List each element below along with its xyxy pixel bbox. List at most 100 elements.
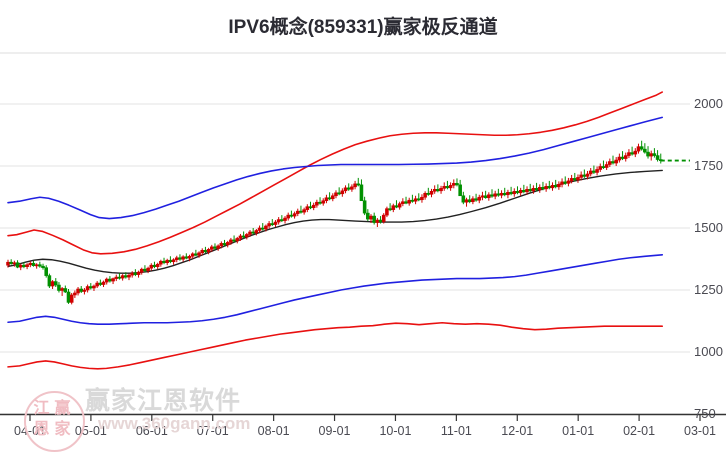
candle: [264, 225, 268, 230]
candle: [152, 264, 157, 267]
candle: [38, 264, 42, 267]
candle: [232, 239, 236, 242]
y-tick-label: 1500: [694, 220, 723, 235]
candle: [356, 183, 361, 186]
candle: [50, 281, 55, 287]
candle: [569, 178, 574, 182]
candle: [92, 285, 96, 289]
candle: [53, 281, 58, 286]
candle: [219, 243, 224, 247]
series-line-0: [7, 91, 664, 255]
candle: [229, 239, 233, 243]
candle: [111, 278, 115, 282]
candle: [633, 150, 638, 155]
candle: [60, 288, 64, 291]
candle: [522, 190, 526, 193]
candle: [608, 161, 612, 165]
candle: [270, 223, 275, 226]
x-tick-label: 03-01: [684, 424, 716, 438]
candle: [15, 262, 20, 268]
candle: [47, 275, 52, 287]
candle: [413, 198, 418, 202]
candle: [346, 187, 351, 190]
candle: [69, 294, 74, 303]
candle: [643, 148, 647, 153]
candle: [283, 217, 287, 221]
candle: [378, 219, 383, 222]
candle: [627, 152, 631, 156]
candle: [248, 231, 252, 235]
candle: [302, 209, 306, 213]
candle: [245, 234, 249, 238]
candle: [79, 288, 84, 292]
x-tick-label: 12-01: [501, 424, 534, 438]
candle: [194, 253, 198, 256]
candle: [25, 264, 29, 267]
candle: [41, 265, 45, 268]
candle: [311, 204, 316, 208]
candle: [585, 173, 590, 177]
candle: [273, 221, 278, 225]
candle: [238, 235, 243, 239]
candle: [416, 198, 421, 201]
x-tick-label: 01-01: [562, 424, 595, 438]
candle: [407, 199, 412, 204]
x-tick-label: 04-01: [14, 424, 46, 438]
candle: [251, 231, 255, 234]
y-tick-label: 2000: [694, 96, 723, 111]
candle: [289, 214, 294, 217]
candle: [225, 242, 230, 246]
candle: [649, 153, 653, 157]
candle: [366, 212, 370, 220]
candle: [445, 186, 450, 189]
candle: [442, 186, 447, 189]
candle: [108, 278, 112, 282]
candle: [321, 200, 326, 204]
candle: [197, 252, 201, 256]
candle: [280, 219, 284, 222]
candle: [143, 268, 147, 271]
candle: [267, 223, 271, 227]
candle: [547, 186, 552, 189]
candle: [420, 196, 424, 201]
candle: [184, 256, 189, 259]
series-line-1: [7, 116, 664, 220]
candle: [206, 249, 211, 253]
candle: [162, 260, 166, 264]
candle: [623, 155, 628, 159]
candle: [483, 195, 488, 199]
candle: [331, 195, 335, 200]
candle: [646, 151, 650, 157]
candle: [315, 201, 319, 206]
chart-title: IPV6概念(859331)赢家极反通道: [228, 17, 498, 38]
y-tick-label: 1000: [694, 344, 723, 359]
candle: [308, 206, 313, 209]
axis-lines: [0, 413, 726, 421]
candle: [477, 196, 482, 201]
candle: [292, 213, 297, 217]
candle: [388, 208, 392, 211]
candle: [499, 192, 504, 196]
candle: [493, 193, 497, 197]
candle: [318, 201, 322, 204]
candle: [502, 192, 507, 196]
candle: [369, 215, 373, 220]
candle: [588, 170, 593, 175]
candle: [573, 178, 577, 181]
candle: [168, 259, 173, 263]
candle: [343, 187, 348, 192]
candle: [480, 195, 485, 198]
candle: [57, 284, 61, 291]
candle: [515, 191, 520, 194]
candle: [423, 192, 427, 198]
series-line-2: [7, 169, 663, 274]
candle: [34, 264, 39, 267]
candle: [461, 195, 466, 203]
candle: [452, 183, 456, 186]
candle: [636, 146, 641, 152]
candle: [410, 199, 415, 202]
candle: [73, 292, 77, 296]
candle: [496, 193, 501, 196]
candle: [512, 191, 517, 195]
candle: [401, 201, 405, 204]
